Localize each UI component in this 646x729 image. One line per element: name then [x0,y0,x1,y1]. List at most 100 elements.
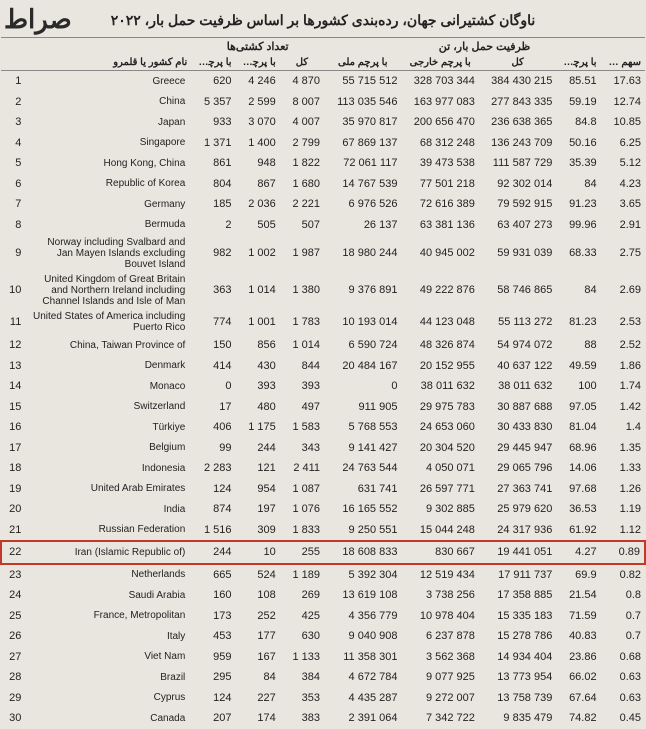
table-row: 15Switzerland17480497911 90529 975 78330… [1,397,645,418]
cell-dwt-national: 5 392 304 [324,564,401,586]
cell-national-flag: 124 [191,479,235,500]
cell-foreign-flag: 430 [236,356,280,377]
cell-dwt-total: 38 011 632 [479,376,556,397]
cell-world-pct: 0.82 [601,564,645,586]
cell-rank: 30 [1,708,25,729]
cell-dwt-foreign: 4 050 071 [401,458,478,479]
cell-dwt-total: 136 243 709 [479,133,556,154]
page-title: ناوگان کشتیرانی جهان، رده‌بندی کشورها بر… [0,0,646,37]
cell-dwt-foreign: 3 562 368 [401,647,478,668]
cell-rank: 17 [1,438,25,459]
cell-foreign-flag: 867 [236,174,280,195]
cell-world-pct: 2.75 [601,235,645,272]
cell-national-flag: 620 [191,71,235,92]
cell-world-pct: 0.63 [601,667,645,688]
header-dff: با پرچم خارجی [401,55,478,71]
cell-country: Denmark [25,356,191,377]
cell-country: Greece [25,71,191,92]
table-row: 10United Kingdom of Great Britain and No… [1,272,645,309]
cell-national-flag: 774 [191,309,235,335]
cell-dwt-national: 9 376 891 [324,272,401,309]
cell-world-pct: 0.7 [601,606,645,627]
cell-national-flag: 982 [191,235,235,272]
cell-dwt-total: 27 363 741 [479,479,556,500]
table-row: 18Indonesia2 2831212 41124 763 5444 050 … [1,458,645,479]
cell-national-flag: 414 [191,356,235,377]
header-group-capacity: ظرفیت حمل بار، تن [324,38,645,56]
cell-world-pct: 0.7 [601,626,645,647]
table-row: 6Republic of Korea8048671 68014 767 5397… [1,174,645,195]
cell-country: Hong Kong, China [25,153,191,174]
cell-country: China [25,92,191,113]
table-row: 24Saudi Arabia16010826913 619 1083 738 2… [1,585,645,606]
header-wpct: سهم کشور از کل جهان [601,55,645,71]
cell-foreign-pct: 4.27 [556,541,600,564]
cell-dwt-foreign: 6 237 878 [401,626,478,647]
table-row: 4Singapore1 3711 4002 79967 869 13768 31… [1,133,645,154]
cell-country: United Kingdom of Great Britain and Nort… [25,272,191,309]
cell-national-flag: 933 [191,112,235,133]
cell-total-ships: 1 076 [280,499,324,520]
cell-national-flag: 363 [191,272,235,309]
cell-foreign-flag: 2 036 [236,194,280,215]
cell-total-ships: 1 583 [280,417,324,438]
cell-dwt-foreign: 7 342 722 [401,708,478,729]
cell-dwt-total: 55 113 272 [479,309,556,335]
cell-national-flag: 185 [191,194,235,215]
cell-total-ships: 1 833 [280,520,324,542]
table-row: 25France, Metropolitan1732524254 356 779… [1,606,645,627]
header-country: نام کشور یا قلمرو [25,55,191,71]
cell-world-pct: 0.89 [601,541,645,564]
cell-rank: 26 [1,626,25,647]
cell-dwt-national: 4 356 779 [324,606,401,627]
cell-dwt-foreign: 328 703 344 [401,71,478,92]
cell-dwt-national: 4 672 784 [324,667,401,688]
cell-foreign-pct: 50.16 [556,133,600,154]
cell-total-ships: 4 007 [280,112,324,133]
cell-foreign-flag: 505 [236,215,280,236]
header-tot: کل [280,55,324,71]
cell-total-ships: 844 [280,356,324,377]
cell-total-ships: 343 [280,438,324,459]
cell-total-ships: 8 007 [280,92,324,113]
cell-dwt-total: 54 974 072 [479,335,556,356]
cell-rank: 8 [1,215,25,236]
table-row: 14Monaco0393393038 011 63238 011 6321001… [1,376,645,397]
cell-foreign-flag: 10 [236,541,280,564]
cell-rank: 6 [1,174,25,195]
cell-dwt-foreign: 49 222 876 [401,272,478,309]
table-row: 21Russian Federation1 5163091 8339 250 5… [1,520,645,542]
cell-national-flag: 124 [191,688,235,709]
cell-world-pct: 3.65 [601,194,645,215]
cell-foreign-pct: 81.04 [556,417,600,438]
cell-world-pct: 1.19 [601,499,645,520]
header-nf: با پرچم ملی [191,55,235,71]
cell-foreign-pct: 66.02 [556,667,600,688]
cell-dwt-foreign: 9 302 885 [401,499,478,520]
table-row: 29Cyprus1242273534 435 2879 272 00713 75… [1,688,645,709]
cell-rank: 27 [1,647,25,668]
cell-dwt-foreign: 10 978 404 [401,606,478,627]
cell-dwt-total: 30 433 830 [479,417,556,438]
cell-country: Canada [25,708,191,729]
cell-country: Republic of Korea [25,174,191,195]
cell-total-ships: 393 [280,376,324,397]
cell-world-pct: 0.63 [601,688,645,709]
cell-dwt-total: 79 592 915 [479,194,556,215]
cell-national-flag: 207 [191,708,235,729]
cell-national-flag: 2 [191,215,235,236]
cell-world-pct: 1.74 [601,376,645,397]
cell-dwt-national: 20 484 167 [324,356,401,377]
cell-total-ships: 2 221 [280,194,324,215]
cell-world-pct: 12.74 [601,92,645,113]
cell-country: France, Metropolitan [25,606,191,627]
watermark-logo: صراط [4,4,72,35]
cell-national-flag: 959 [191,647,235,668]
cell-dwt-foreign: 163 977 083 [401,92,478,113]
cell-dwt-national: 0 [324,376,401,397]
cell-dwt-national: 6 590 724 [324,335,401,356]
cell-rank: 7 [1,194,25,215]
cell-dwt-national: 911 905 [324,397,401,418]
cell-foreign-pct: 85.51 [556,71,600,92]
header-pct: با پرچم خارجی، درصد از کل [556,55,600,71]
